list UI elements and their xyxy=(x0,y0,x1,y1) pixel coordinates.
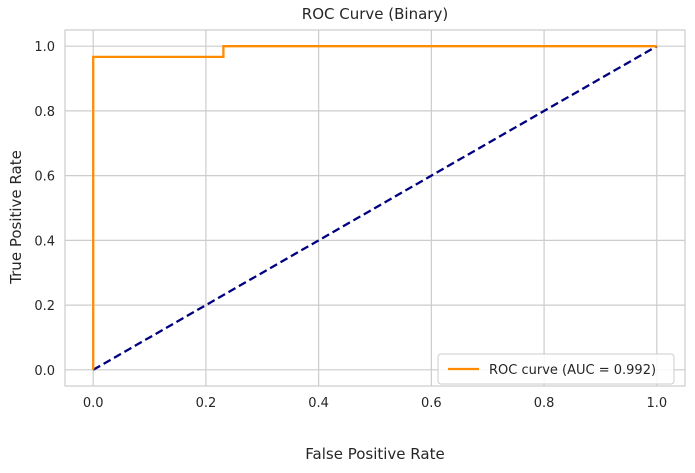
chance-diagonal-line xyxy=(92,45,658,371)
series-layer xyxy=(92,45,658,371)
y-axis-label: True Positive Rate xyxy=(7,150,25,285)
chart-title: ROC Curve (Binary) xyxy=(302,5,448,23)
legend-box xyxy=(437,353,675,385)
grid xyxy=(65,30,685,386)
x-tick-label: 0.2 xyxy=(196,396,217,411)
roc-curve-line xyxy=(92,45,657,370)
x-tick-label: 0.4 xyxy=(308,396,329,411)
x-axis-label: False Positive Rate xyxy=(305,445,444,463)
x-tick-label: 0.6 xyxy=(421,396,442,411)
x-tick-label: 1.0 xyxy=(646,396,667,411)
x-tick-label: 0.0 xyxy=(83,396,104,411)
x-tick-label: 0.8 xyxy=(534,396,555,411)
y-tick-label: 0.8 xyxy=(34,105,55,120)
y-tick-label: 0.0 xyxy=(34,364,55,379)
plot-area-frame xyxy=(64,29,686,387)
y-tick-label: 0.2 xyxy=(34,299,55,314)
tick-labels: 0.0 0.2 0.4 0.6 0.8 1.0 0.0 0.2 0.4 0.6 0.8 1.0 xyxy=(34,40,667,411)
legend: ROC curve (AUC = 0.992) xyxy=(437,353,675,385)
legend-label-roc: ROC curve (AUC = 0.992) xyxy=(489,363,656,378)
y-tick-label: 0.6 xyxy=(34,170,55,185)
y-tick-label: 0.4 xyxy=(34,234,55,249)
y-tick-label: 1.0 xyxy=(34,40,55,55)
